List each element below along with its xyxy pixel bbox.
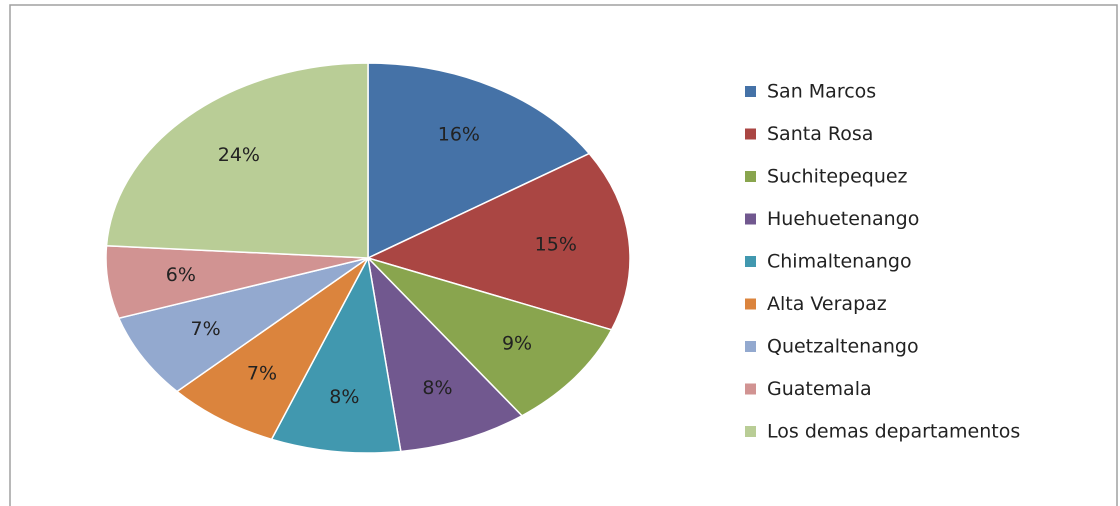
legend-swatch [745, 86, 756, 97]
legend-label: Santa Rosa [767, 123, 873, 145]
data-label: 24% [218, 144, 260, 166]
legend-swatch [745, 213, 756, 225]
pie-slice [175, 257, 369, 441]
pie-slice [365, 152, 631, 331]
pie-slice [367, 62, 591, 260]
legend-swatch [745, 256, 756, 267]
pie-slice [117, 257, 369, 393]
data-label: 7% [191, 318, 221, 340]
legend-swatch [745, 128, 756, 140]
data-label: 7% [247, 363, 277, 385]
pie-slice [366, 255, 524, 453]
legend-label: Los demas departamentos [767, 421, 1020, 443]
pie-slice [105, 62, 369, 259]
legend-label: Alta Verapaz [767, 293, 887, 315]
legend-label: Suchitepequez [767, 166, 908, 188]
legend-swatch [745, 341, 756, 352]
frame [9, 4, 1118, 506]
legend-label: Quetzaltenango [767, 336, 919, 358]
legend-swatch [745, 426, 756, 437]
data-label: 16% [438, 123, 480, 145]
data-label: 6% [166, 264, 196, 286]
legend-label: Huehuetenango [767, 208, 919, 230]
legend-swatch [745, 171, 756, 182]
legend-label: Guatemala [767, 378, 872, 400]
data-label: 15% [535, 233, 577, 255]
legend-swatch [745, 383, 756, 395]
legend-label: San Marcos [767, 81, 876, 103]
legend-label: Chimaltenango [767, 251, 912, 273]
data-label: 8% [422, 377, 452, 399]
data-label: 9% [502, 333, 532, 355]
pie-slice [365, 256, 613, 417]
data-label: 8% [329, 386, 359, 408]
pie-slice [270, 255, 402, 454]
legend-swatch [745, 298, 756, 310]
